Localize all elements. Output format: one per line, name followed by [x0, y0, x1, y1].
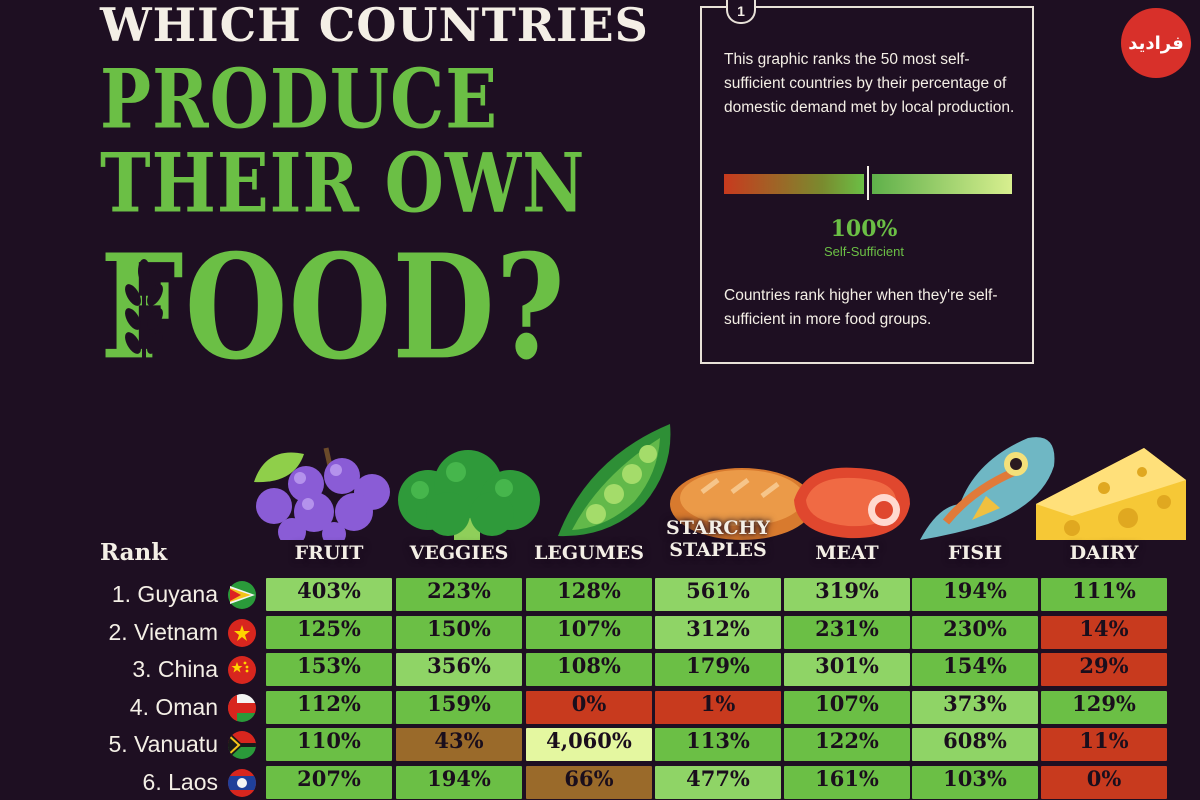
vietnam-flag-icon: [228, 619, 256, 647]
cell-veggies: 150%: [396, 616, 522, 649]
column-header-veggies: VEGGIES: [409, 542, 509, 564]
fish-icon: [920, 437, 1055, 540]
info-box: 1 This graphic ranks the 50 most self-su…: [700, 0, 1034, 364]
scale-below-segment: [724, 174, 864, 194]
cell-legumes: 4,060%: [526, 728, 652, 761]
bread-icon: [670, 468, 812, 540]
cell-meat: 122%: [784, 728, 910, 761]
cell-fish: 103%: [912, 766, 1038, 799]
vanuatu-flag-icon: [228, 731, 256, 759]
cell-dairy: 11%: [1041, 728, 1167, 761]
color-scale-bar: [724, 166, 1012, 200]
cell-legumes: 108%: [526, 653, 652, 686]
country-label: 1. Guyana: [111, 581, 218, 607]
oman-flag-icon: [228, 694, 256, 722]
laos-flag-icon: [228, 769, 256, 797]
title-line-1: WHICH COUNTRIES: [100, 0, 649, 52]
scale-caption: Self-Sufficient: [824, 244, 904, 259]
cell-legumes: 128%: [526, 578, 652, 611]
scale-above-segment: [872, 174, 1012, 194]
scale-threshold: [864, 166, 872, 200]
info-description: This graphic ranks the 50 most self-suff…: [724, 51, 1015, 116]
country-label: 3. China: [132, 656, 218, 682]
scale-value-label: 100%: [830, 216, 898, 242]
scale-threshold-tick: [867, 166, 869, 200]
cell-starchy: 561%: [655, 578, 781, 611]
country-label: 5. Vanuatu: [108, 731, 218, 757]
cell-meat: 161%: [784, 766, 910, 799]
cheese-icon: [1036, 448, 1186, 540]
column-header-starchy: STARCHY STAPLES: [666, 517, 770, 561]
cell-starchy: 179%: [655, 653, 781, 686]
info-number-badge: 1: [726, 0, 756, 24]
title-line-4: FOOD?: [100, 222, 566, 392]
cell-dairy: 29%: [1041, 653, 1167, 686]
cell-fish: 194%: [912, 578, 1038, 611]
cell-starchy: 477%: [655, 766, 781, 799]
column-header-fish: FISH: [947, 542, 1003, 564]
cell-fruit: 112%: [266, 691, 392, 724]
steak-icon: [794, 467, 910, 539]
cell-veggies: 194%: [396, 766, 522, 799]
column-header-dairy: DAIRY: [1069, 542, 1139, 564]
cell-fruit: 403%: [266, 578, 392, 611]
cell-starchy: 312%: [655, 616, 781, 649]
cell-starchy: 113%: [655, 728, 781, 761]
cell-fish: 154%: [912, 653, 1038, 686]
title-line-3: THEIR OWN: [100, 136, 586, 232]
column-header-meat: MEAT: [815, 542, 879, 564]
country-label: 6. Laos: [142, 769, 218, 795]
title-line-2: PRODUCE: [100, 52, 499, 148]
cell-legumes: 66%: [526, 766, 652, 799]
cell-dairy: 14%: [1041, 616, 1167, 649]
info-ranking-note: Countries rank higher when they're self-…: [724, 287, 998, 328]
cell-fruit: 207%: [266, 766, 392, 799]
cell-veggies: 223%: [396, 578, 522, 611]
country-label: 4. Oman: [129, 694, 218, 720]
cell-meat: 107%: [784, 691, 910, 724]
china-flag-icon: [228, 656, 256, 684]
cell-veggies: 43%: [396, 728, 522, 761]
rank-column-header: Rank: [100, 539, 168, 566]
cell-fruit: 153%: [266, 653, 392, 686]
guyana-flag-icon: [228, 581, 256, 609]
cell-dairy: 0%: [1041, 766, 1167, 799]
cell-veggies: 159%: [396, 691, 522, 724]
cell-fish: 608%: [912, 728, 1038, 761]
cell-fruit: 125%: [266, 616, 392, 649]
cell-veggies: 356%: [396, 653, 522, 686]
cell-legumes: 0%: [526, 691, 652, 724]
wheat-icon: [125, 259, 163, 377]
country-label: 2. Vietnam: [108, 619, 218, 645]
cell-starchy: 1%: [655, 691, 781, 724]
cell-meat: 301%: [784, 653, 910, 686]
cell-fruit: 110%: [266, 728, 392, 761]
cell-meat: 319%: [784, 578, 910, 611]
cell-fish: 230%: [912, 616, 1038, 649]
grapes-icon: [254, 447, 390, 540]
cell-legumes: 107%: [526, 616, 652, 649]
column-header-fruit: FRUIT: [294, 542, 364, 564]
cell-dairy: 111%: [1041, 578, 1167, 611]
column-header-legumes: LEGUMES: [534, 542, 644, 564]
publisher-logo: فرادید: [1121, 8, 1191, 78]
cell-fish: 373%: [912, 691, 1038, 724]
broccoli-icon: [398, 450, 540, 540]
peapod-icon: [558, 424, 671, 537]
cell-meat: 231%: [784, 616, 910, 649]
cell-dairy: 129%: [1041, 691, 1167, 724]
